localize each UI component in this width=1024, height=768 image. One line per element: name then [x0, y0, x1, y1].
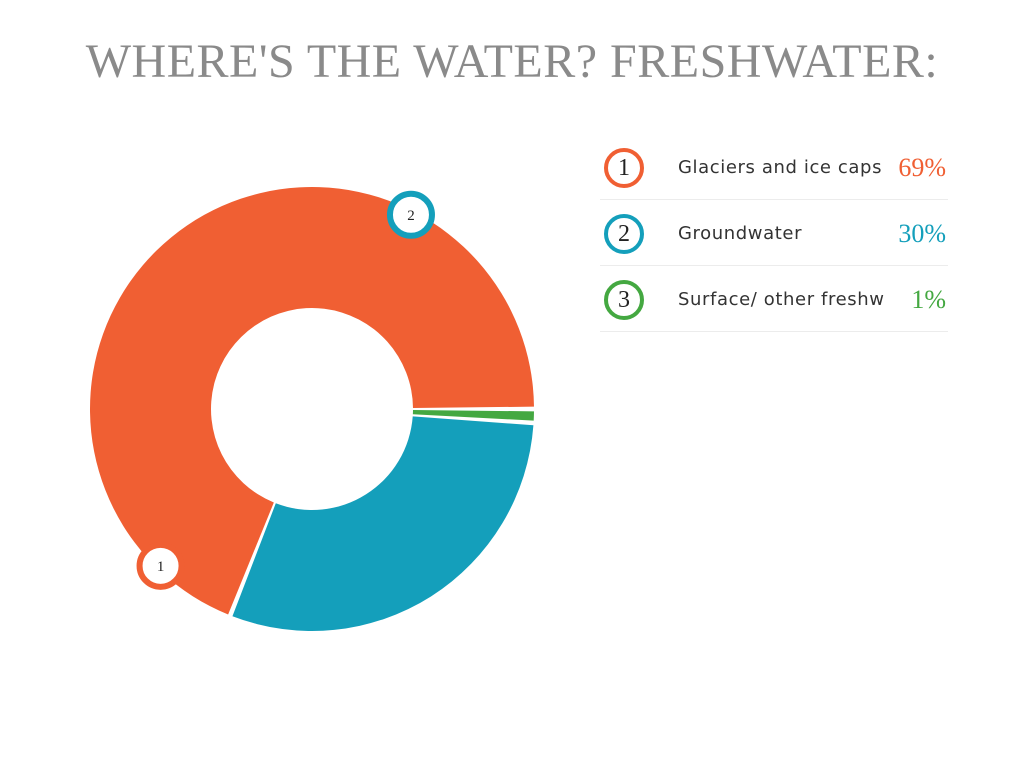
- donut-slice-3: [412, 410, 534, 421]
- chart-title: WHERE'S THE WATER? FRESHWATER:: [85, 35, 939, 88]
- donut-slice-2: [232, 416, 534, 631]
- chart-legend: 1 Glaciers and ice caps 69% 2 Groundwate…: [600, 134, 948, 332]
- legend-badge-2: 2: [604, 214, 644, 254]
- legend-item-surface: 3 Surface/ other freshw 1%: [600, 266, 948, 332]
- legend-item-groundwater: 2 Groundwater 30%: [600, 200, 948, 266]
- legend-value-groundwater: 30%: [898, 219, 946, 248]
- slice-marker-2: 2: [386, 190, 435, 239]
- slice-marker-label-2: 2: [407, 208, 415, 224]
- donut-slice-1: [89, 187, 534, 615]
- legend-label-groundwater: Groundwater: [678, 223, 803, 244]
- slice-marker-label-1: 1: [157, 559, 165, 575]
- legend-label-glaciers: Glaciers and ice caps: [678, 157, 883, 178]
- legend-badge-3: 3: [604, 280, 644, 320]
- legend-value-surface: 1%: [911, 285, 946, 314]
- legend-item-glaciers: 1 Glaciers and ice caps 69%: [600, 134, 948, 200]
- legend-value-glaciers: 69%: [898, 153, 946, 182]
- legend-label-surface: Surface/ other freshw: [678, 289, 884, 310]
- legend-badge-1: 1: [604, 148, 644, 188]
- slice-marker-1: 1: [136, 541, 185, 590]
